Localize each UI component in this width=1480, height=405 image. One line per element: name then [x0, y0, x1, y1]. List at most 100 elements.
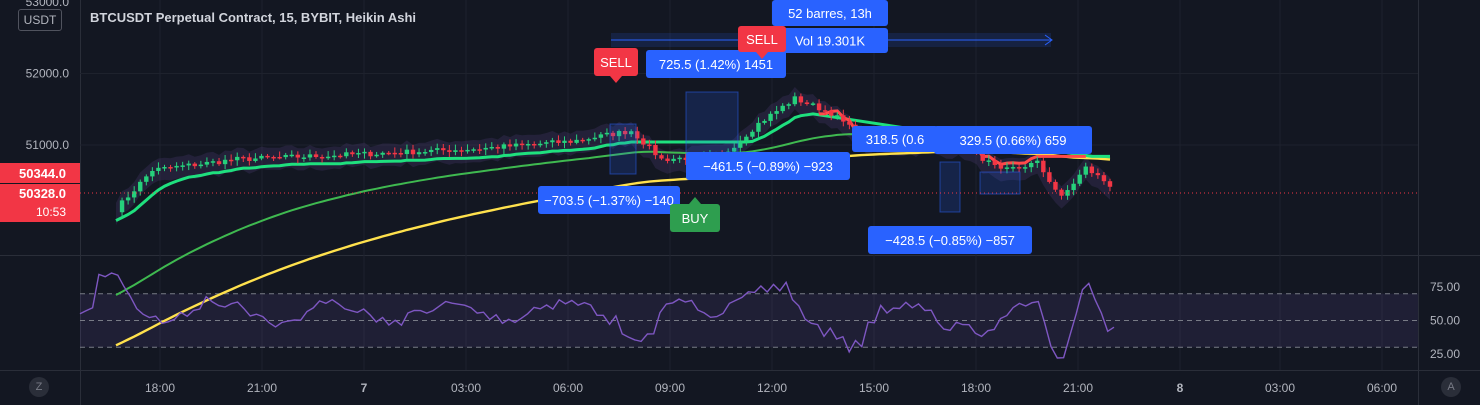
- candle-body-50: [416, 152, 422, 155]
- candle-body-68: [525, 143, 531, 146]
- annotation-7: −461.5 (−0.89%) −923: [686, 152, 850, 180]
- candle-body-109: [774, 111, 779, 114]
- candle-body-1: [119, 200, 125, 213]
- price-tick-top: 53000.0: [26, 0, 70, 9]
- candle-body-43: [374, 154, 379, 157]
- annotation-pointer-3: [610, 76, 622, 83]
- candle-body-20: [235, 156, 240, 161]
- time-tick-12: 06:00: [1367, 381, 1397, 395]
- candle-body-70: [538, 143, 543, 146]
- candle-body-58: [465, 149, 470, 152]
- annotation-1: Vol 19.301K: [772, 28, 888, 53]
- candle-body-40: [356, 152, 361, 155]
- candle-body-149: [1016, 167, 1022, 169]
- candle-body-84: [622, 131, 628, 135]
- annotation-box-7: [686, 152, 850, 180]
- currency-label[interactable]: USDT: [18, 9, 62, 31]
- annotation-box-1: [772, 28, 888, 53]
- candle-body-10: [174, 165, 179, 168]
- candle-body-161: [1089, 166, 1095, 174]
- annotation-text-2: 725.5 (1.42%) 1451: [659, 57, 773, 72]
- time-tick-5: 09:00: [655, 381, 685, 395]
- candle-body-74: [562, 140, 567, 143]
- candle-body-6: [150, 171, 155, 177]
- candle-body-27: [277, 156, 282, 159]
- annotation-2: 725.5 (1.42%) 1451: [646, 50, 786, 78]
- candle-body-23: [253, 158, 258, 161]
- candle-body-78: [586, 139, 591, 141]
- candle-body-45: [386, 152, 391, 155]
- candle-body-73: [556, 140, 561, 143]
- candle-body-121: [847, 121, 852, 125]
- annotation-pointer-9: [689, 197, 701, 204]
- candle-body-46: [392, 152, 398, 155]
- candle-body-157: [1065, 190, 1070, 196]
- candle-body-91: [665, 158, 670, 161]
- annotation-3: SELL: [594, 48, 638, 83]
- candle-body-112: [792, 96, 798, 105]
- annotation-text-7: −461.5 (−0.89%) −923: [703, 159, 833, 174]
- price-badge-1: [0, 184, 80, 222]
- price-tick-1: 51000.0: [26, 138, 70, 152]
- candle-body-119: [835, 115, 840, 117]
- annotation-6: 329.5 (0.66%) 659: [934, 126, 1092, 154]
- candle-body-154: [1047, 172, 1052, 182]
- zoom-toggle[interactable]: Z: [29, 377, 49, 397]
- candle-body-94: [683, 157, 688, 160]
- candle-body-92: [671, 158, 676, 161]
- candle-body-72: [550, 140, 555, 143]
- candle-body-71: [544, 142, 549, 144]
- candle-body-36: [331, 155, 337, 158]
- candle-body-65: [507, 144, 513, 147]
- candle-body-30: [295, 154, 301, 158]
- candle-body-47: [398, 153, 404, 155]
- candle-body-89: [653, 145, 658, 156]
- annotation-text-6: 329.5 (0.66%) 659: [960, 133, 1067, 148]
- candle-body-156: [1059, 189, 1064, 196]
- annotation-text-0: 52 barres, 13h: [788, 6, 872, 21]
- time-tick-1: 21:00: [247, 381, 277, 395]
- candle-body-83: [616, 131, 622, 137]
- price-tick-0: 52000.0: [26, 67, 70, 81]
- candle-body-152: [1035, 160, 1040, 164]
- annotation-box-8: [538, 186, 680, 214]
- candle-body-108: [768, 113, 773, 121]
- supertrend-up-line: [115, 112, 1110, 222]
- candle-body-116: [816, 103, 822, 111]
- candle-body-54: [441, 148, 446, 151]
- annotation-pointer-4: [756, 52, 768, 59]
- time-tick-9: 21:00: [1063, 381, 1093, 395]
- candle-body-13: [192, 163, 197, 167]
- candle-body-77: [580, 139, 585, 142]
- candle-body-148: [1010, 167, 1016, 169]
- candle-body-2: [125, 197, 131, 201]
- candle-body-102: [732, 147, 737, 152]
- candle-body-29: [289, 154, 294, 157]
- measure-box-4: [979, 171, 1021, 195]
- time-tick-4: 06:00: [553, 381, 583, 395]
- candle-body-53: [435, 148, 440, 150]
- candle-body-32: [307, 154, 313, 158]
- candles: [119, 92, 1113, 218]
- candle-body-22: [247, 157, 252, 161]
- candle-body-41: [362, 151, 367, 154]
- candle-body-75: [568, 140, 573, 143]
- annotation-text-4: SELL: [746, 32, 778, 47]
- candle-body-146: [998, 164, 1004, 169]
- candle-body-25: [265, 155, 270, 158]
- candle-body-79: [592, 137, 598, 140]
- candle-body-12: [186, 163, 191, 166]
- candle-body-48: [404, 149, 410, 155]
- candle-body-113: [798, 96, 804, 103]
- candle-body-76: [574, 139, 579, 143]
- rsi-tick-0: 75.00: [1430, 280, 1460, 294]
- candle-body-59: [471, 149, 476, 151]
- candle-body-155: [1053, 181, 1058, 190]
- candle-body-105: [750, 131, 755, 137]
- time-tick-3: 03:00: [451, 381, 481, 395]
- auto-scale-toggle[interactable]: A: [1441, 377, 1461, 397]
- candle-body-103: [738, 141, 743, 148]
- candle-body-19: [228, 159, 234, 162]
- rsi-line: [79, 272, 1115, 359]
